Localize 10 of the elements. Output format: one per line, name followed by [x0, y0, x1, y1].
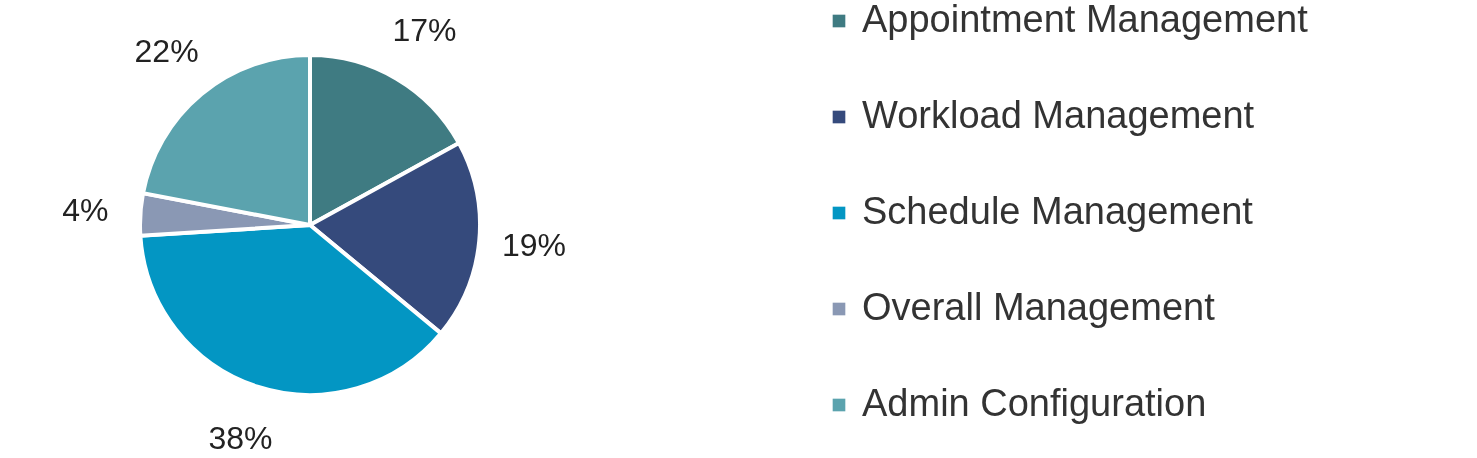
- data-label: 17%: [392, 12, 457, 49]
- legend-label: Appointment Management: [862, 0, 1309, 40]
- legend-label: Schedule Management: [862, 190, 1254, 232]
- data-label: 19%: [501, 227, 567, 264]
- data-label: 4%: [62, 191, 109, 228]
- legend-label: Admin Configuration: [862, 382, 1207, 424]
- legend-label: Workload Management: [862, 94, 1255, 136]
- legend-label: Overall Management: [862, 286, 1216, 328]
- data-label: 38%: [208, 419, 273, 456]
- data-label: 22%: [134, 32, 199, 69]
